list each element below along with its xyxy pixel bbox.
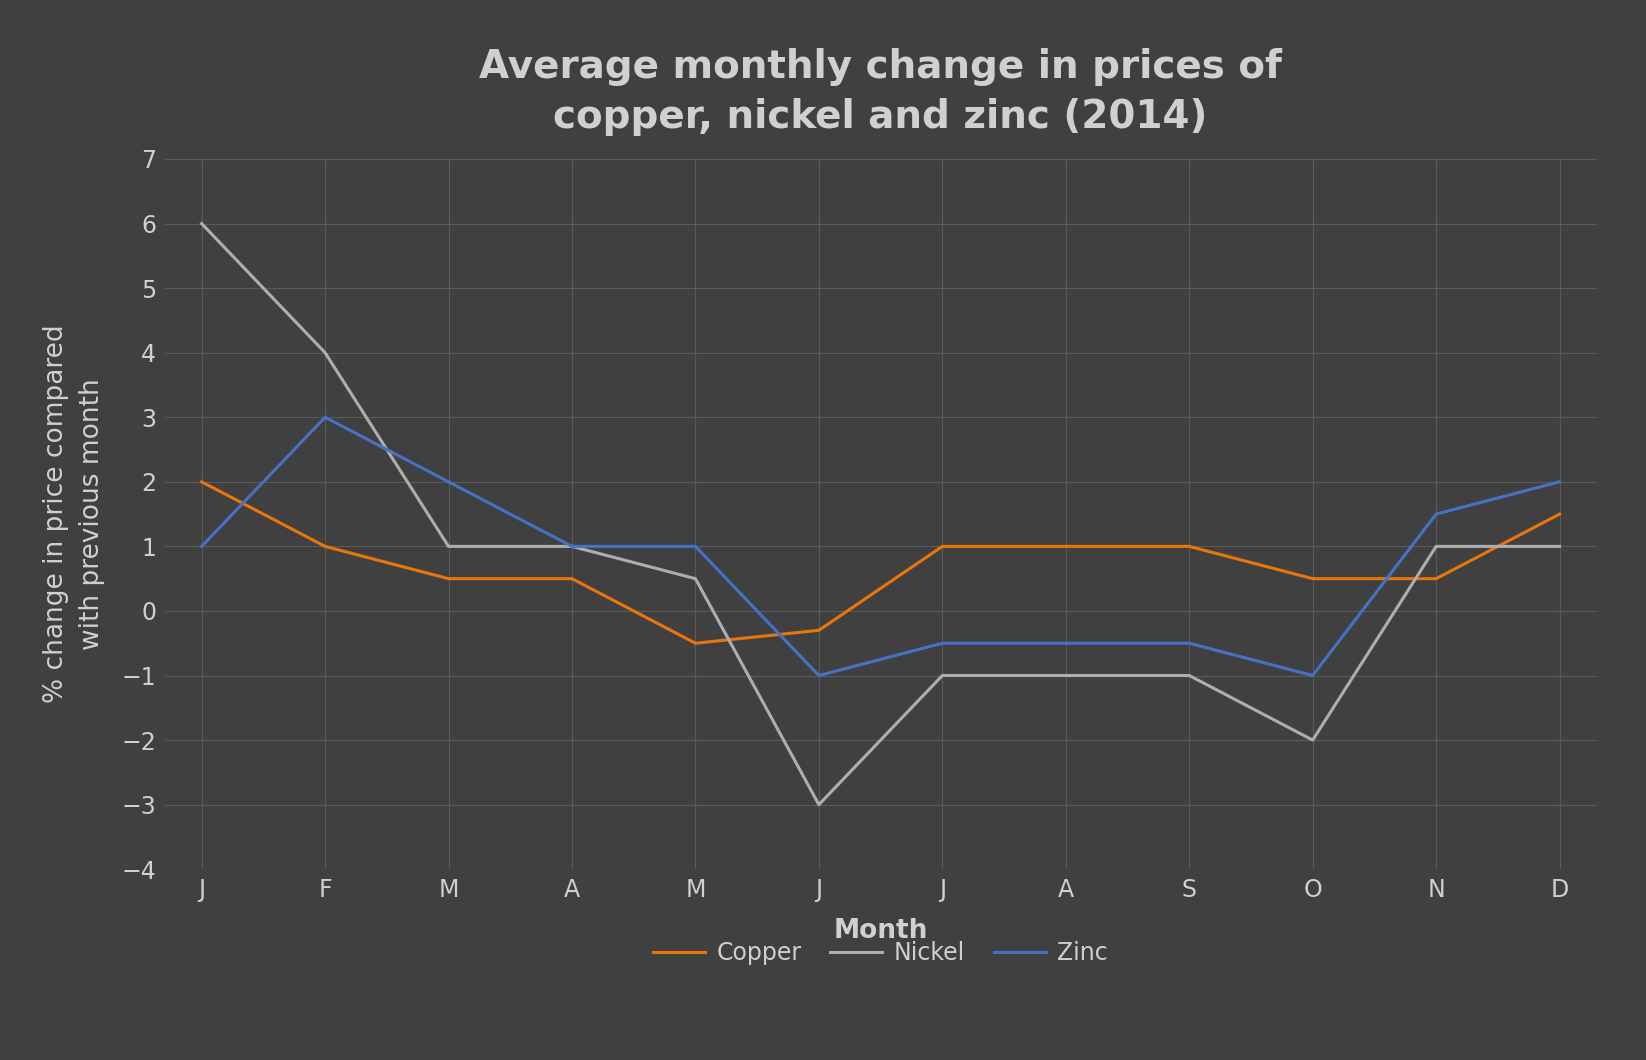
- Line: Nickel: Nickel: [201, 224, 1559, 805]
- Nickel: [1179, 669, 1198, 682]
- Copper: [1302, 572, 1322, 585]
- Zinc: [932, 637, 951, 650]
- Nickel: [316, 347, 336, 359]
- Copper: [1549, 508, 1569, 520]
- Nickel: [438, 540, 458, 552]
- Nickel: [561, 540, 583, 552]
- Zinc: [1425, 508, 1445, 520]
- Line: Zinc: Zinc: [201, 418, 1559, 675]
- Zinc: [685, 540, 704, 552]
- Copper: [1425, 572, 1445, 585]
- Nickel: [685, 572, 704, 585]
- Zinc: [808, 669, 828, 682]
- Copper: [1179, 540, 1198, 552]
- Nickel: [1302, 734, 1322, 746]
- Copper: [438, 572, 458, 585]
- Zinc: [1549, 476, 1569, 489]
- Zinc: [1302, 669, 1322, 682]
- Copper: [316, 540, 336, 552]
- Nickel: [1549, 540, 1569, 552]
- Nickel: [1055, 669, 1075, 682]
- Copper: [808, 624, 828, 637]
- Copper: [685, 637, 704, 650]
- Copper: [191, 476, 211, 489]
- Zinc: [561, 540, 583, 552]
- Line: Copper: Copper: [201, 482, 1559, 643]
- Y-axis label: % change in price compared
with previous month: % change in price compared with previous…: [43, 324, 105, 704]
- Legend: Copper, Nickel, Zinc: Copper, Nickel, Zinc: [644, 932, 1118, 974]
- Zinc: [438, 476, 458, 489]
- Zinc: [191, 540, 211, 552]
- Copper: [932, 540, 951, 552]
- Copper: [561, 572, 583, 585]
- Zinc: [1179, 637, 1198, 650]
- Nickel: [1425, 540, 1445, 552]
- Zinc: [316, 411, 336, 424]
- Title: Average monthly change in prices of
copper, nickel and zinc (2014): Average monthly change in prices of copp…: [479, 49, 1282, 137]
- Nickel: [932, 669, 951, 682]
- Nickel: [808, 798, 828, 811]
- X-axis label: Month: Month: [833, 918, 928, 944]
- Copper: [1055, 540, 1075, 552]
- Zinc: [1055, 637, 1075, 650]
- Nickel: [191, 217, 211, 230]
